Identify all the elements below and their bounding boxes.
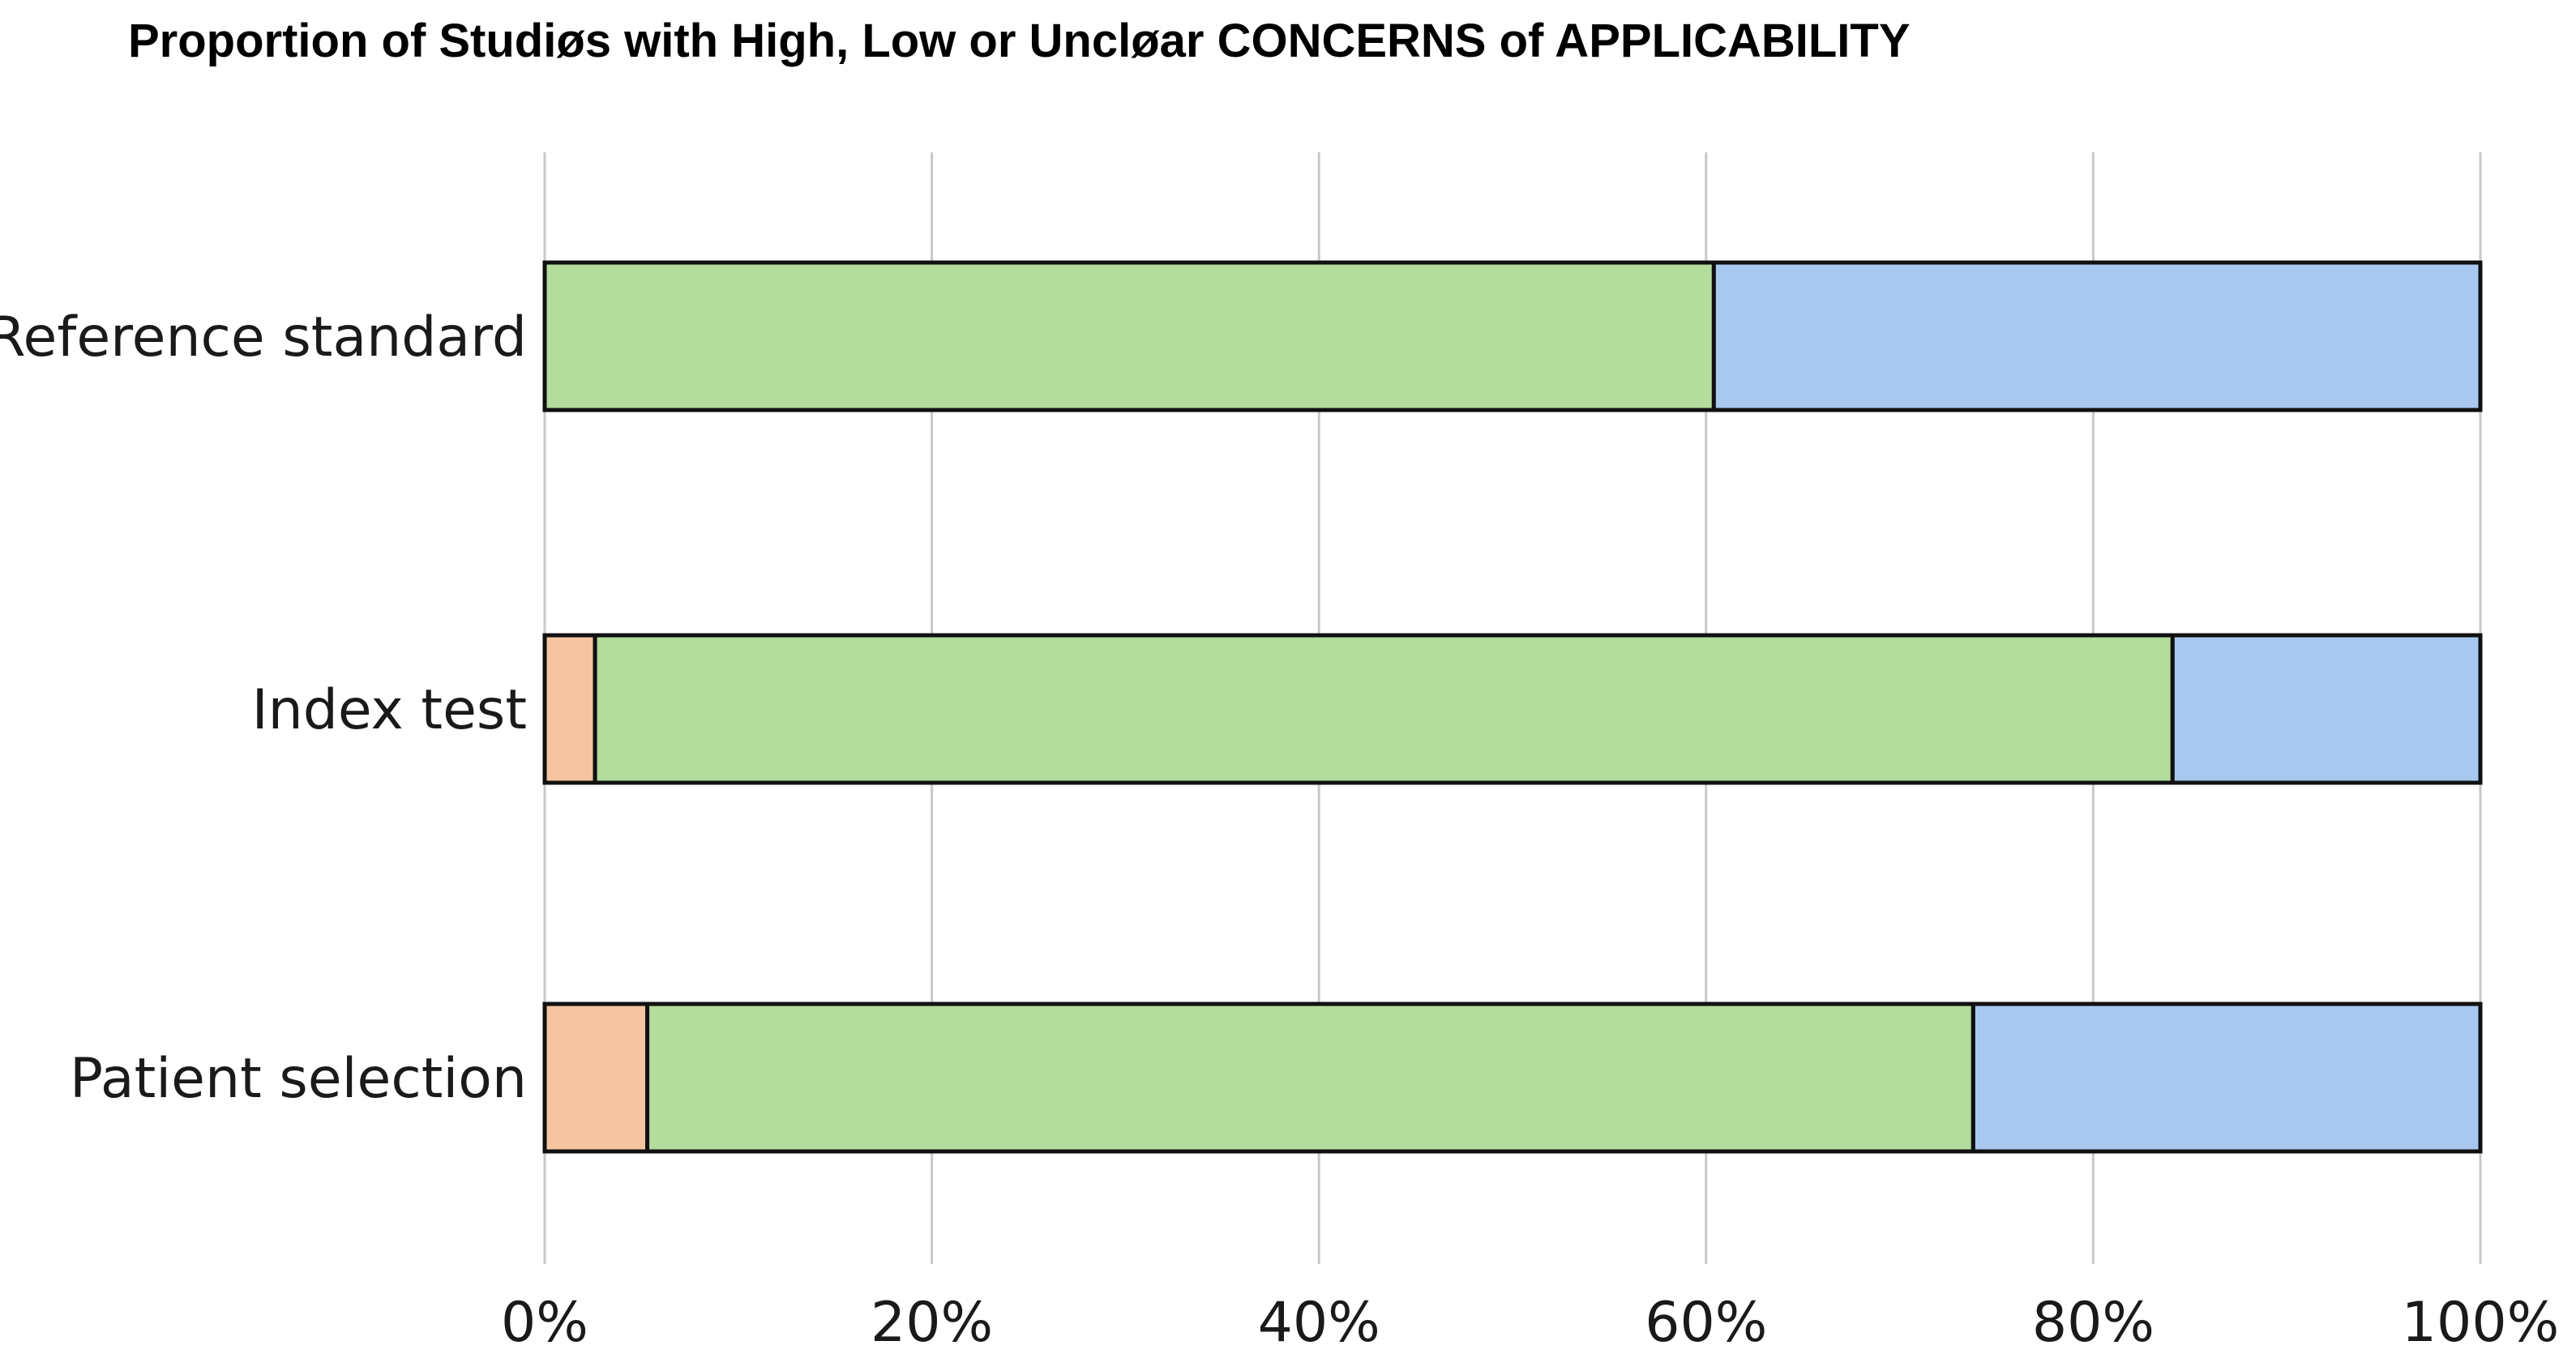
category-label-1: Index test bbox=[252, 678, 527, 742]
bar-segment-high-1 bbox=[542, 633, 597, 785]
bar-segment-low-2 bbox=[645, 1002, 1975, 1154]
bar-segment-low-1 bbox=[593, 633, 2175, 785]
x-tick-label-1: 20% bbox=[871, 1291, 993, 1355]
x-tick-label-3: 60% bbox=[1645, 1291, 1767, 1355]
bar-segment-unclear-2 bbox=[1971, 1002, 2483, 1154]
bar-segment-high-2 bbox=[542, 1002, 650, 1154]
x-tick-label-0: 0% bbox=[501, 1291, 588, 1355]
bar-segment-unclear-1 bbox=[2170, 633, 2483, 785]
x-axis-tick-labels: 0% 20% 40% 60% 80% 100% bbox=[501, 1291, 2559, 1355]
bar-segment-unclear-0 bbox=[1711, 260, 2483, 412]
bar-segments bbox=[542, 260, 2483, 1154]
category-label-0: Reference standard bbox=[0, 305, 527, 369]
category-labels: Reference standard Index test Patient sele… bbox=[0, 305, 527, 1111]
bar-segment-low-0 bbox=[542, 260, 1716, 412]
x-tick-label-5: 100% bbox=[2402, 1291, 2559, 1355]
x-tick-label-2: 40% bbox=[1258, 1291, 1380, 1355]
x-tick-label-4: 80% bbox=[2032, 1291, 2155, 1355]
chart-title: Proportion of Studiøs with High, Low or … bbox=[128, 15, 1911, 67]
category-label-2: Patient selection bbox=[70, 1047, 527, 1111]
